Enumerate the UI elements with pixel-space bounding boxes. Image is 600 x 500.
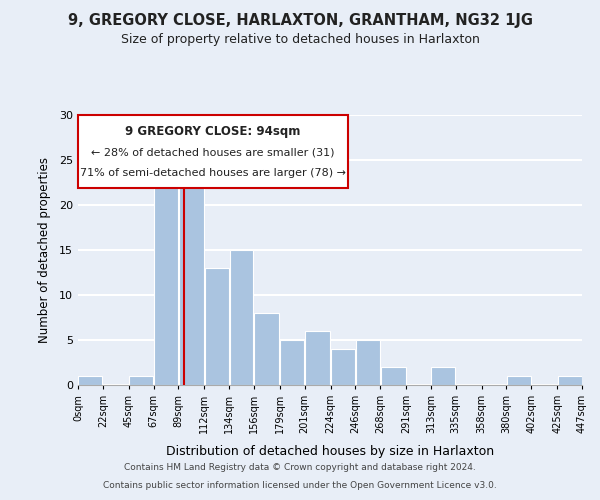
Bar bbox=[129, 376, 153, 385]
Bar bbox=[305, 331, 330, 385]
Bar bbox=[431, 367, 455, 385]
Bar bbox=[557, 376, 581, 385]
Bar bbox=[230, 250, 253, 385]
Text: 71% of semi-detached houses are larger (78) →: 71% of semi-detached houses are larger (… bbox=[80, 168, 346, 178]
Bar bbox=[254, 313, 280, 385]
Text: Contains HM Land Registry data © Crown copyright and database right 2024.: Contains HM Land Registry data © Crown c… bbox=[124, 464, 476, 472]
Y-axis label: Number of detached properties: Number of detached properties bbox=[38, 157, 50, 343]
Bar bbox=[331, 349, 355, 385]
X-axis label: Distribution of detached houses by size in Harlaxton: Distribution of detached houses by size … bbox=[166, 444, 494, 458]
Text: 9, GREGORY CLOSE, HARLAXTON, GRANTHAM, NG32 1JG: 9, GREGORY CLOSE, HARLAXTON, GRANTHAM, N… bbox=[67, 12, 533, 28]
Text: Size of property relative to detached houses in Harlaxton: Size of property relative to detached ho… bbox=[121, 32, 479, 46]
Bar bbox=[154, 187, 178, 385]
Bar bbox=[280, 340, 304, 385]
Bar bbox=[179, 169, 204, 385]
Bar bbox=[356, 340, 380, 385]
Bar bbox=[205, 268, 229, 385]
Text: 9 GREGORY CLOSE: 94sqm: 9 GREGORY CLOSE: 94sqm bbox=[125, 124, 301, 138]
Text: ← 28% of detached houses are smaller (31): ← 28% of detached houses are smaller (31… bbox=[91, 148, 335, 158]
Bar bbox=[79, 376, 103, 385]
Bar bbox=[507, 376, 531, 385]
Text: Contains public sector information licensed under the Open Government Licence v3: Contains public sector information licen… bbox=[103, 481, 497, 490]
Bar bbox=[380, 367, 406, 385]
